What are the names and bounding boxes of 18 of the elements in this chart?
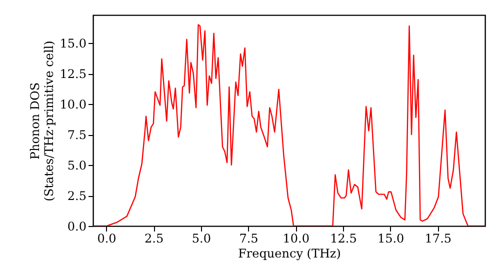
y-tick-label: 0.0 xyxy=(67,220,86,234)
y-tick-label: 7.5 xyxy=(67,128,86,142)
x-tick-label: 17.5 xyxy=(424,232,452,246)
x-axis-title: Frequency (THz) xyxy=(238,246,341,260)
line-series xyxy=(93,24,485,226)
y-tick-label: 5.0 xyxy=(67,158,86,173)
x-tick-label: 5.0 xyxy=(192,232,211,246)
y-tick-label: 10.0 xyxy=(60,98,86,112)
y-axis-title: Phonon DOS (States/THz·primitive cell) xyxy=(28,40,56,202)
x-tick-label: 10.0 xyxy=(282,232,310,246)
x-tick-label: 7.5 xyxy=(239,232,258,246)
x-tick-label: 12.5 xyxy=(330,232,357,246)
y-tick-label: 12.5 xyxy=(60,67,86,82)
x-tick-label: 0.0 xyxy=(97,232,116,246)
y-tick-label: 15.0 xyxy=(60,36,86,51)
x-tick-label: 2.5 xyxy=(144,232,164,246)
x-tick-label: 15.0 xyxy=(377,232,404,246)
y-tick-label: 2.5 xyxy=(67,189,86,204)
